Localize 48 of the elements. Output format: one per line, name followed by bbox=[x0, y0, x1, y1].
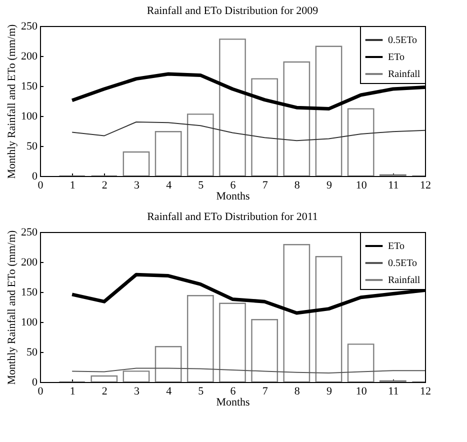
x-tick-label: 12 bbox=[420, 180, 431, 192]
y-tick-label: 100 bbox=[21, 316, 38, 328]
x-tick-label: 10 bbox=[356, 180, 368, 192]
legend-label: ETo bbox=[388, 241, 405, 252]
y-tick-label: 150 bbox=[21, 80, 38, 92]
legend-label: 0.5ETo bbox=[388, 35, 418, 46]
y-tick-label: 0 bbox=[32, 170, 38, 182]
x-tick-label: 3 bbox=[134, 180, 140, 192]
x-tick-label: 6 bbox=[230, 386, 236, 398]
x-tick-label: 8 bbox=[294, 386, 300, 398]
legend-label: Rainfall bbox=[388, 69, 420, 80]
x-axis-title: Months bbox=[216, 396, 250, 408]
x-tick-label: 4 bbox=[166, 180, 172, 192]
y-tick-label: 50 bbox=[26, 346, 38, 358]
legend-label: 0.5ETo bbox=[388, 258, 418, 269]
x-axis-title: Months bbox=[216, 190, 250, 202]
x-tick-label: 6 bbox=[230, 180, 236, 192]
y-axis-title: Monthly Rainfall and ETo (mm/m) bbox=[6, 24, 18, 179]
x-tick-label: 1 bbox=[70, 386, 76, 398]
x-tick-label: 1 bbox=[70, 180, 76, 192]
x-tick-label: 7 bbox=[262, 180, 268, 192]
y-tick-label: 150 bbox=[21, 286, 38, 298]
x-tick-label: 7 bbox=[262, 386, 268, 398]
x-tick-label: 12 bbox=[420, 386, 431, 398]
x-tick-label: 11 bbox=[388, 386, 399, 398]
x-tick-label: 9 bbox=[326, 180, 332, 192]
y-axis-title: Monthly Rainfall and ETo (mm/m) bbox=[6, 230, 18, 385]
chart-title: Rainfall and ETo Distribution for 2011 bbox=[147, 211, 318, 223]
y-tick-label: 100 bbox=[21, 110, 38, 122]
legend-label: Rainfall bbox=[388, 275, 420, 286]
x-tick-label: 8 bbox=[294, 180, 300, 192]
chart-title: Rainfall and ETo Distribution for 2009 bbox=[146, 5, 319, 17]
x-tick-label: 5 bbox=[198, 386, 204, 398]
x-tick-label: 4 bbox=[166, 386, 172, 398]
x-tick-label: 5 bbox=[198, 180, 204, 192]
x-tick-label: 2 bbox=[102, 180, 108, 192]
x-tick-label: 11 bbox=[388, 180, 399, 192]
y-tick-label: 250 bbox=[21, 226, 38, 238]
y-tick-label: 50 bbox=[26, 140, 38, 152]
y-tick-label: 200 bbox=[21, 50, 38, 62]
x-tick-label: 10 bbox=[356, 386, 368, 398]
legend-label: ETo bbox=[388, 52, 405, 63]
x-tick-label: 3 bbox=[134, 386, 140, 398]
y-tick-label: 250 bbox=[21, 20, 38, 32]
x-tick-label: 9 bbox=[326, 386, 332, 398]
x-tick-label: 2 bbox=[102, 386, 108, 398]
y-tick-label: 200 bbox=[21, 256, 38, 268]
y-tick-label: 0 bbox=[32, 376, 38, 388]
